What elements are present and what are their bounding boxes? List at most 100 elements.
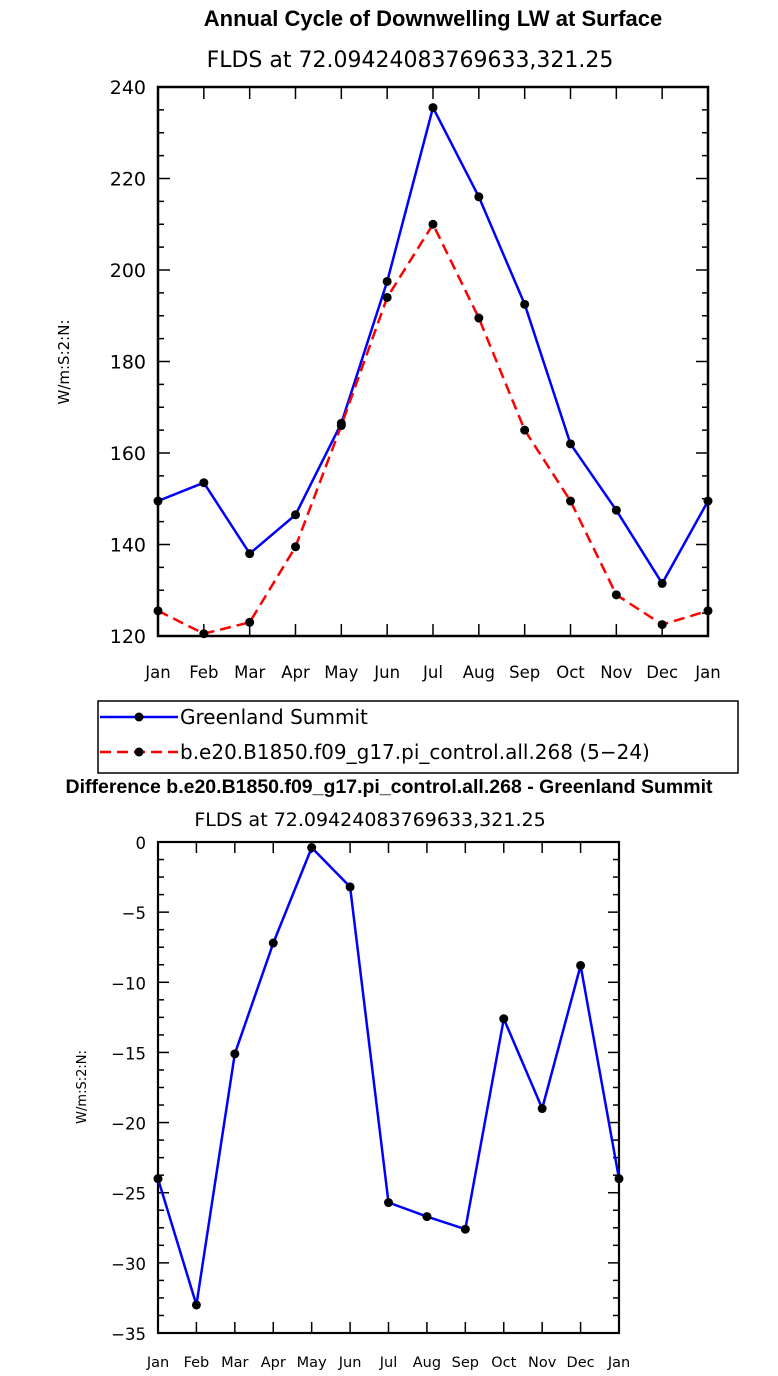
chart1-xtick-label: Feb <box>189 663 218 682</box>
chart1-series-2-point <box>153 606 163 616</box>
chart1-xtick-label: Nov <box>600 663 632 682</box>
chart1-xtick-label: Jan <box>694 663 720 682</box>
chart2-ytick-label: −10 <box>111 974 146 993</box>
legend-marker-series-1 <box>134 712 144 722</box>
chart2-xtick-label: Sep <box>452 1355 479 1371</box>
chart2-series-1-point <box>230 1049 240 1059</box>
chart1-plot-frame <box>156 85 710 638</box>
chart2-title: Difference b.e20.B1850.f09_g17.pi_contro… <box>66 776 714 798</box>
chart2-ytick-label: −15 <box>111 1044 146 1063</box>
chart1-series-2-point <box>474 313 484 323</box>
chart2-plot-frame <box>156 840 621 1335</box>
chart2-ylabel: W/m:S:2:N: <box>75 1050 90 1124</box>
chart2-marks <box>153 843 624 1310</box>
chart2-xtick-label: Jul <box>379 1355 398 1371</box>
chart1-series-2-point <box>428 219 438 229</box>
chart1-ytick-label: 120 <box>110 626 146 648</box>
chart1-series-2-point <box>199 629 209 639</box>
chart1-xtick-label: Mar <box>234 663 265 682</box>
chart1-axes: 120 140 160 180 200 220 240 Jan Feb Mar Apr May Jun J… <box>110 77 721 682</box>
chart1-xtick-label: Sep <box>509 663 540 682</box>
chart2-xtick-label: Feb <box>184 1355 210 1371</box>
chart1-series-1-point <box>199 478 209 488</box>
chart1-ytick-label: 140 <box>110 535 146 557</box>
chart1-series-2-point <box>611 590 621 600</box>
chart1-xtick-label: Apr <box>281 663 310 682</box>
chart2-xtick-label: Apr <box>261 1355 286 1371</box>
chart2-ytick-label: 0 <box>136 834 147 853</box>
chart1-xtick-label: May <box>324 663 358 682</box>
chart1-ytick-label: 200 <box>110 260 146 282</box>
chart2-xtick-label: Oct <box>491 1355 516 1371</box>
chart2-xtick-label: Jan <box>607 1355 630 1371</box>
chart1-series-1-point <box>245 549 255 559</box>
chart2-xtick-label: May <box>297 1355 327 1371</box>
chart1-series-1-point <box>657 578 667 588</box>
chart2-ytick-label: −35 <box>111 1325 146 1344</box>
chart1-series-2-point <box>520 425 530 435</box>
chart1-series-2-point <box>382 292 392 302</box>
chart2-series-line-1 <box>156 846 621 1307</box>
chart1-ytick-label: 240 <box>110 77 146 99</box>
chart1-legend: Greenland Summit b.e20.B1850.f09_g17.pi_… <box>97 700 739 774</box>
chart1-series-2-point <box>703 606 713 616</box>
chart2-series-1-point <box>614 1174 624 1184</box>
chart1-series-1-point <box>428 103 438 113</box>
chart1-ytick-label: 160 <box>110 443 146 465</box>
legend-marker-series-2 <box>134 747 144 757</box>
chart2-ytick-label: −30 <box>111 1255 146 1274</box>
chart1-series-1-point <box>474 192 484 202</box>
chart1-series-2-point <box>291 542 300 552</box>
chart1-xtick-label: Jan <box>144 663 170 682</box>
chart1-series-1-point <box>611 505 621 515</box>
chart2-series-1-point <box>537 1104 547 1114</box>
chart2-series-1-point <box>384 1198 393 1208</box>
chart2-series-1-point <box>576 960 586 970</box>
chart1-xtick-label: Jul <box>422 663 443 682</box>
chart1-series-2-point <box>245 617 255 627</box>
chart2-series-1-point <box>499 1014 509 1024</box>
chart2-ytick-label: −5 <box>122 904 146 923</box>
chart1-series-1-point <box>153 496 163 506</box>
chart1-series-1-point <box>291 510 300 520</box>
chart2-series-1-point <box>460 1224 470 1234</box>
chart2-series-1-point <box>268 938 278 948</box>
chart2-series-1-point <box>345 882 355 892</box>
chart2-series-1-point <box>153 1174 163 1184</box>
chart2-ytick-label: −20 <box>111 1115 146 1134</box>
chart1-series-1-point <box>703 496 713 506</box>
chart2-xtick-label: Nov <box>528 1355 557 1371</box>
chart1-title: Annual Cycle of Downwelling LW at Surfac… <box>204 6 662 31</box>
chart2-series-1-point <box>422 1212 432 1222</box>
chart1-xtick-label: Aug <box>463 663 495 682</box>
chart1-series-line-1 <box>157 106 710 585</box>
chart1-series-2-point <box>657 620 667 630</box>
chart1-series-2-point <box>336 421 346 431</box>
chart1-ytick-label: 220 <box>110 169 146 191</box>
chart1-xtick-label: Dec <box>646 663 678 682</box>
chart1-subtitle: FLDS at 72.09424083769633,321.25 <box>207 48 614 73</box>
chart1-series-1-point <box>520 299 530 309</box>
chart2-xtick-label: Aug <box>413 1355 441 1371</box>
chart1-series-1-point <box>566 439 575 449</box>
chart1-marks <box>153 103 713 639</box>
chart2-xtick-label: Mar <box>221 1355 248 1371</box>
chart2-xtick-label: Jan <box>146 1355 169 1371</box>
legend-label-series-1: Greenland Summit <box>180 705 368 729</box>
legend-label-series-2: b.e20.B1850.f09_g17.pi_control.all.268 (… <box>180 740 650 764</box>
chart1-ylabel: W/m:S:2:N: <box>55 320 73 405</box>
chart2-series-1-point <box>307 843 317 853</box>
chart1-series-line-2 <box>157 223 709 635</box>
chart2-series-1-point <box>191 1300 201 1310</box>
chart2-xtick-label: Jun <box>338 1355 362 1371</box>
chart1-xtick-label: Jun <box>373 663 400 682</box>
chart2-ytick-label: −25 <box>111 1185 146 1204</box>
chart1-ytick-label: 180 <box>110 352 146 374</box>
chart1-xtick-label: Oct <box>556 663 585 682</box>
chart1-series-2-point <box>566 496 575 506</box>
chart2-subtitle: FLDS at 72.09424083769633,321.25 <box>194 809 545 831</box>
chart1-series-1-point <box>382 276 392 286</box>
legend-box <box>97 700 739 774</box>
